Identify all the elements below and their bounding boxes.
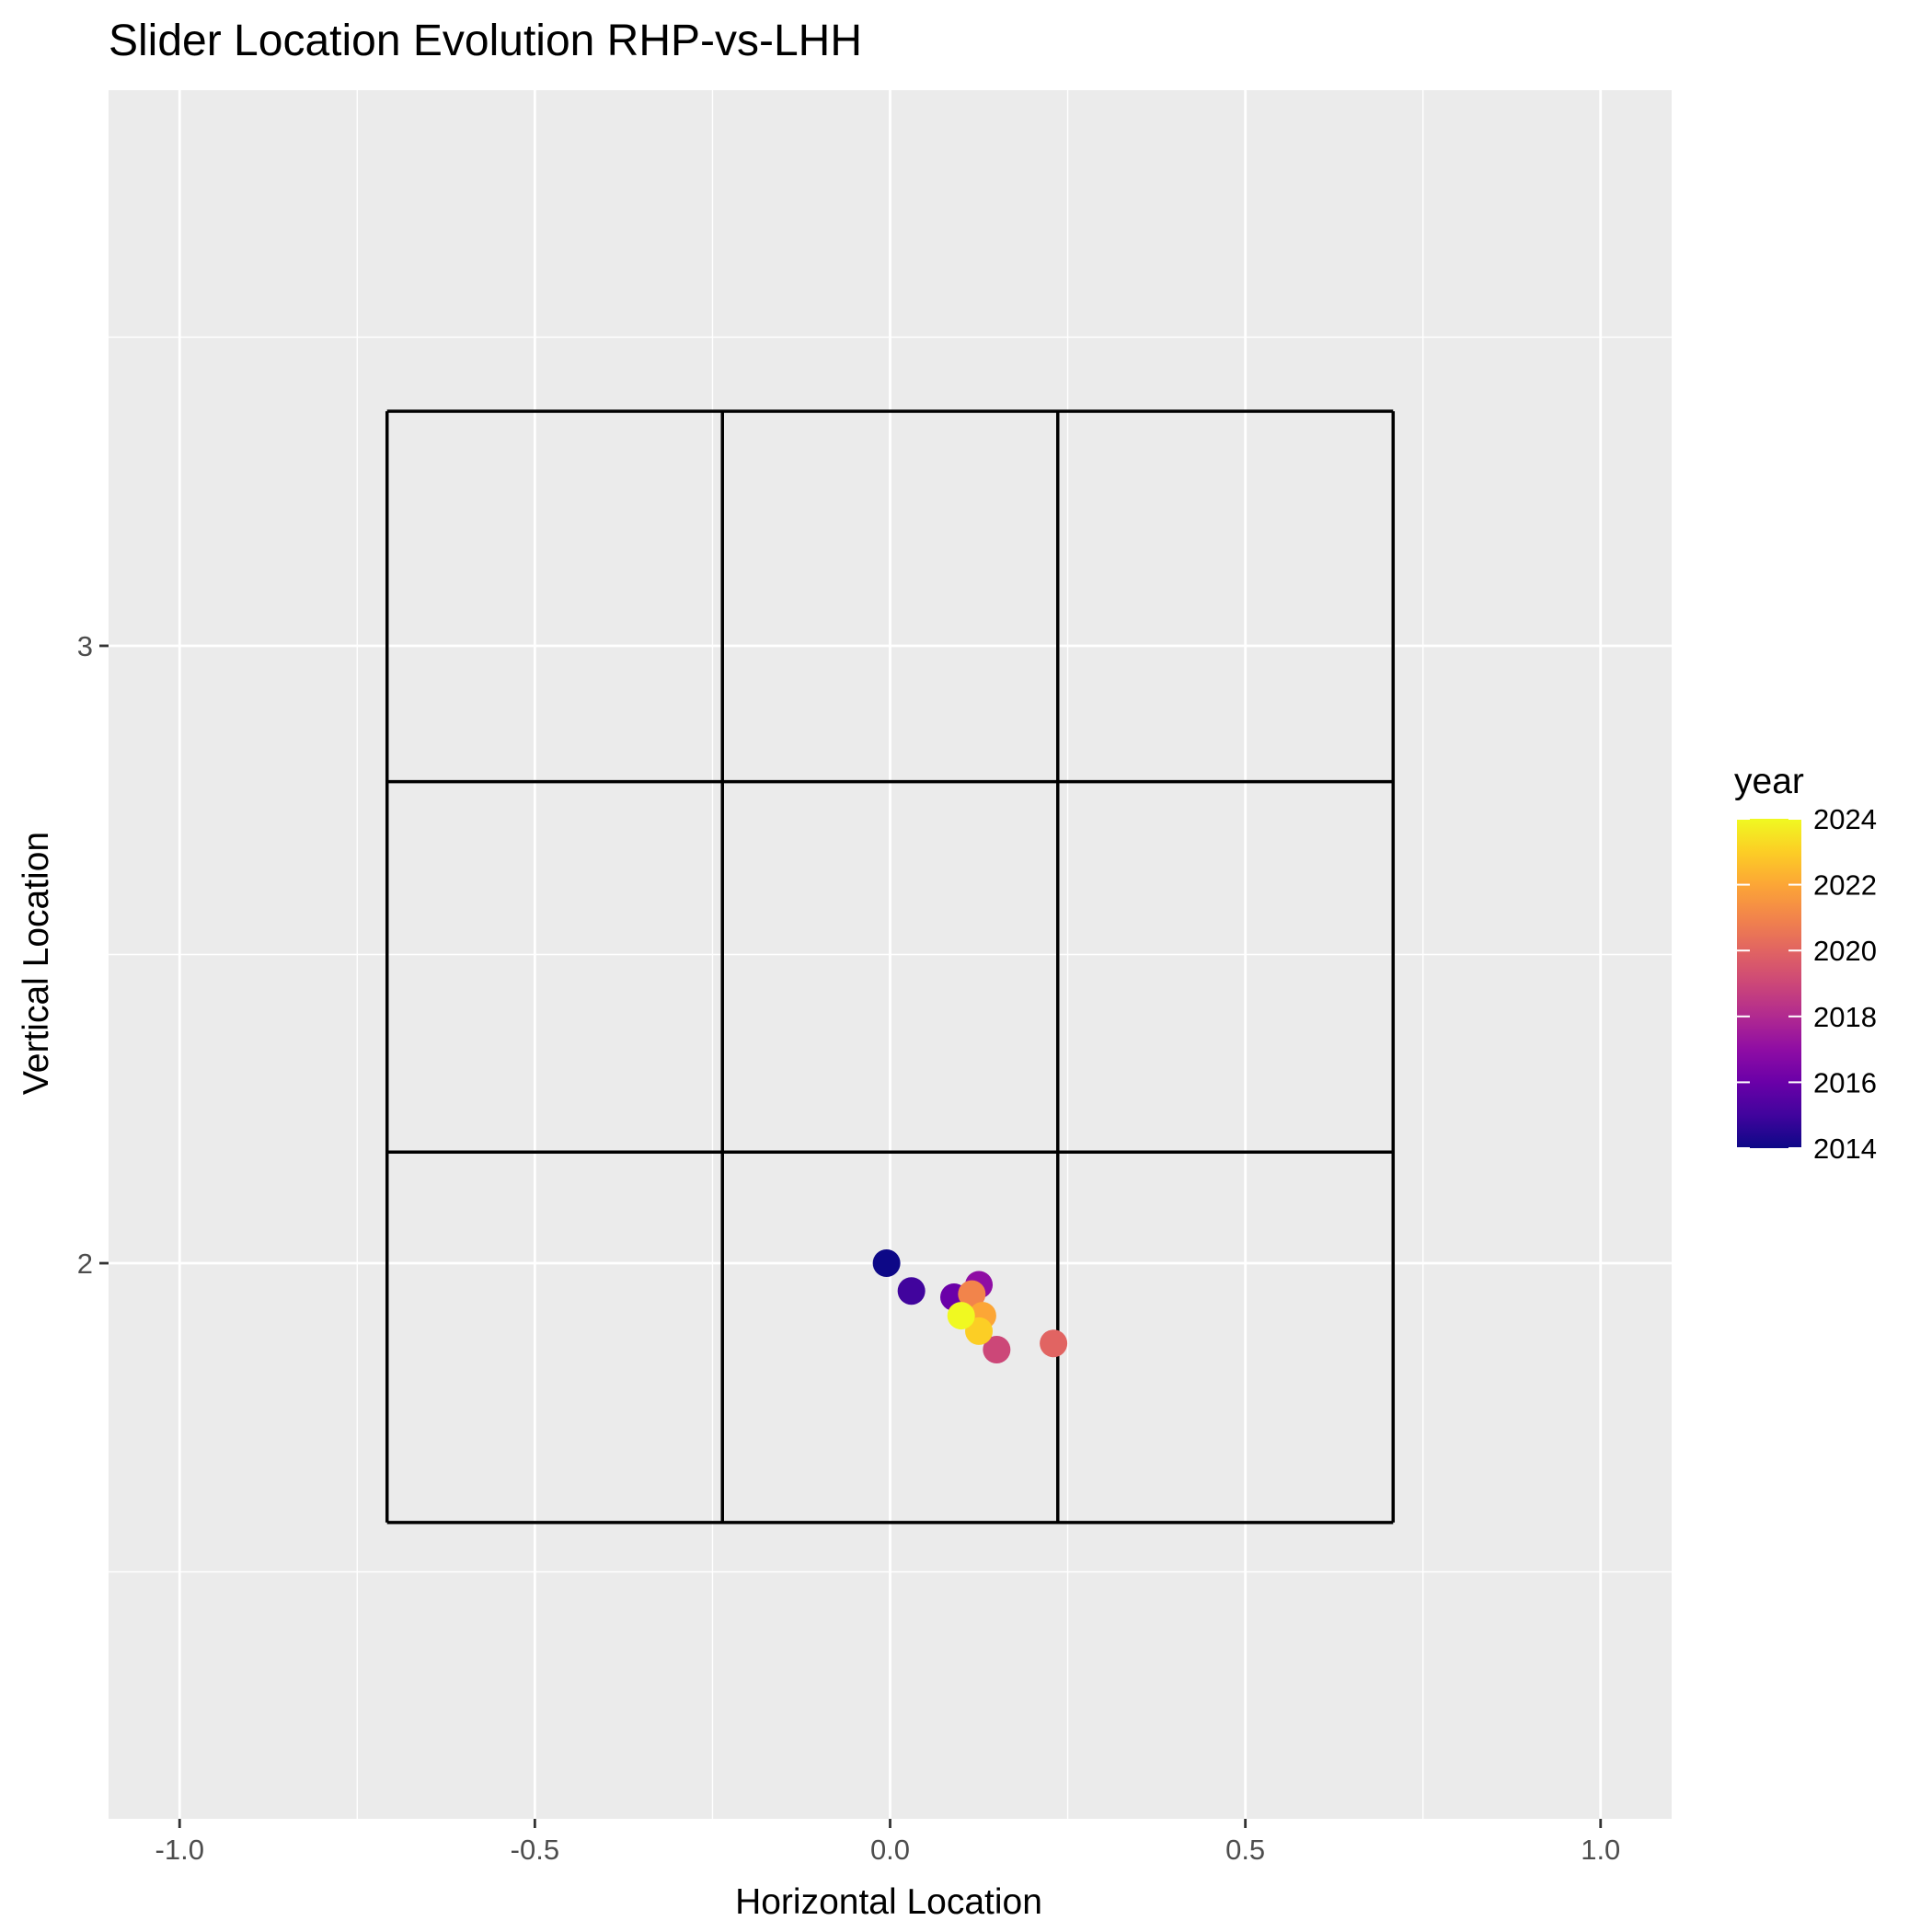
color-legend: year 2014 2016 2018 2020 2022 2024	[1734, 762, 1877, 1165]
y-axis-title: Vertical Location	[17, 832, 56, 1095]
chart-title: Slider Location Evolution RHP-vs-LHH	[109, 17, 862, 65]
y-tick-label: 2	[77, 1248, 93, 1280]
major-gridlines	[109, 90, 1672, 1819]
data-point-2020	[1040, 1329, 1068, 1358]
legend-label: 2022	[1813, 869, 1877, 902]
data-point-2015	[897, 1277, 926, 1305]
y-axis: 23	[77, 630, 109, 1280]
legend-colorbar	[1737, 819, 1801, 1148]
legend-label: 2020	[1813, 935, 1877, 967]
legend-label: 2016	[1813, 1066, 1877, 1098]
legend-label: 2024	[1813, 803, 1877, 835]
x-tick-label: -0.5	[511, 1834, 559, 1866]
x-tick-label: 1.0	[1581, 1834, 1620, 1866]
y-tick-label: 3	[77, 630, 93, 662]
data-point-2024	[947, 1302, 975, 1330]
x-tick-label: -1.0	[155, 1834, 204, 1866]
x-axis: -1.0 -0.5 0.0 0.5 1.0	[155, 1819, 1620, 1866]
data-point-2014	[872, 1249, 901, 1278]
x-axis-title: Horizontal Location	[735, 1882, 1042, 1922]
legend-ticks: 2014 2016 2018 2020 2022 2024	[1737, 803, 1877, 1165]
legend-label: 2018	[1813, 1001, 1877, 1033]
legend-title: year	[1734, 762, 1804, 801]
x-tick-label: 0.0	[870, 1834, 910, 1866]
data-points	[872, 1249, 1068, 1363]
data-point-2021	[958, 1280, 986, 1308]
legend-label: 2014	[1813, 1133, 1877, 1165]
data-point-2018	[983, 1335, 1011, 1363]
strike-zone	[385, 409, 1396, 1524]
data-point-2023	[965, 1317, 994, 1345]
x-tick-label: 0.5	[1225, 1834, 1265, 1866]
